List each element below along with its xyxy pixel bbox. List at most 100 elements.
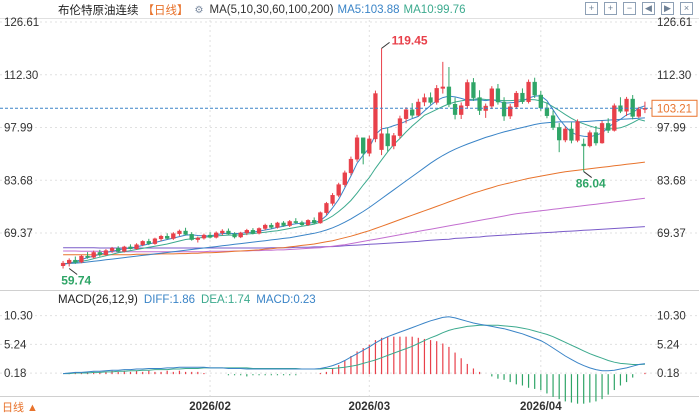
macd-axis-label-right: 5.24 (657, 339, 680, 351)
candle-body (624, 98, 629, 112)
candle-body (403, 109, 409, 119)
ma30-line (63, 117, 645, 265)
macd-dea: DEA:1.74 (201, 294, 251, 306)
ma-parameters: MA(5,10,30,60,100,200) (209, 4, 334, 16)
candle-body (122, 246, 127, 252)
candlesticks (60, 48, 648, 269)
ma10-line (63, 98, 646, 265)
low-marker (583, 171, 592, 178)
low-annotation: 86.04 (576, 177, 606, 191)
price-axis-label-left: 97.99 (4, 123, 33, 135)
candle-body (146, 241, 151, 244)
high-marker (381, 41, 390, 49)
candle-body (299, 222, 305, 226)
candle-body (569, 128, 574, 141)
candle-body (244, 230, 249, 234)
candle-body (434, 88, 439, 103)
candle-body (587, 132, 592, 147)
macd-title: MACD(26,12,9) (58, 294, 138, 306)
last-price-label: 103.21 (657, 103, 692, 115)
candle-body (385, 133, 390, 147)
candle-body (177, 230, 182, 234)
price-axis-label-left: 126.61 (4, 17, 39, 29)
candle-body (67, 259, 72, 264)
ma10-value: MA10:99.76 (403, 4, 466, 16)
ma5-line (62, 95, 646, 266)
ma60-line (63, 161, 645, 256)
candle-body (207, 234, 213, 238)
candle-body (312, 220, 317, 224)
macd-panel (63, 316, 646, 404)
candle-body (336, 184, 341, 196)
candle-body (287, 221, 292, 226)
macd-value: MACD:0.23 (256, 294, 316, 306)
price-axis-label-right: 112.30 (657, 70, 691, 82)
price-axis-label-left: 69.37 (4, 228, 33, 240)
candle-body (379, 133, 384, 150)
candle-body (134, 244, 139, 250)
dea-line (63, 324, 645, 375)
settings-icon[interactable]: ⚙ (194, 4, 204, 16)
candle-body (79, 255, 84, 263)
candle-body (60, 262, 66, 266)
candle-body (152, 238, 158, 244)
macd-axis-label-right: 10.30 (657, 311, 686, 323)
time-axis-label: 2026/04 (520, 401, 562, 413)
candle-body (238, 232, 243, 238)
macd-diff: DIFF:1.86 (143, 294, 196, 306)
candle-body (250, 230, 256, 234)
candle-body (171, 233, 176, 239)
candle-body (428, 97, 433, 103)
crosshair-icon[interactable]: + (585, 2, 598, 15)
candle-body (91, 252, 96, 258)
move-left-icon[interactable]: ◀ (642, 2, 655, 15)
period-switch[interactable]: 日线 ▲ (2, 402, 38, 414)
close-icon[interactable]: × (680, 2, 693, 15)
period-label[interactable]: 【日线】 (142, 5, 189, 17)
candle-body (165, 235, 170, 239)
candle-body (330, 195, 335, 204)
candle-body (465, 82, 470, 106)
low-annotation: 59.74 (61, 274, 91, 288)
candle-body (116, 248, 121, 252)
zoom-out-icon[interactable]: − (623, 2, 636, 15)
candle-body (256, 228, 262, 234)
last-price-tag (651, 99, 698, 117)
instrument-name: 布伦特原油连续 (58, 5, 139, 17)
candle-body (73, 259, 78, 263)
candle-body (550, 115, 556, 128)
candle-body (214, 232, 219, 238)
candle-body (557, 127, 562, 141)
candle-body (520, 92, 525, 102)
high-annotation: 119.45 (392, 33, 428, 47)
candle-body (612, 105, 617, 131)
move-right-icon[interactable]: ▶ (661, 2, 674, 15)
candle-body (630, 98, 635, 117)
candle-body (348, 158, 354, 174)
time-axis-label: 2026/02 (189, 401, 231, 413)
candle-body (501, 101, 507, 117)
candle-body (544, 107, 550, 116)
candle-body (532, 81, 537, 96)
candle-body (459, 105, 464, 115)
candle-body (422, 97, 427, 103)
candle-body (508, 106, 513, 117)
zoom-in-icon[interactable]: + (604, 2, 617, 15)
macd-axis-label-left: 0.18 (4, 368, 26, 380)
candle-body (183, 230, 188, 235)
price-axis-label-left: 83.68 (4, 175, 33, 187)
time-axis-label: 2026/03 (349, 401, 391, 413)
candle-body (563, 128, 568, 141)
candle-body (361, 137, 366, 154)
ma200-line (63, 226, 645, 249)
grid-lines (0, 18, 699, 397)
candle-body (109, 248, 115, 251)
ma5-value: MA5:103.88 (337, 4, 400, 16)
price-axis-label-right: 126.61 (657, 17, 692, 29)
candle-body (373, 93, 378, 140)
candle-body (599, 123, 605, 144)
candle-body (232, 233, 237, 238)
candle-body (489, 88, 494, 107)
candle-body (636, 109, 641, 117)
